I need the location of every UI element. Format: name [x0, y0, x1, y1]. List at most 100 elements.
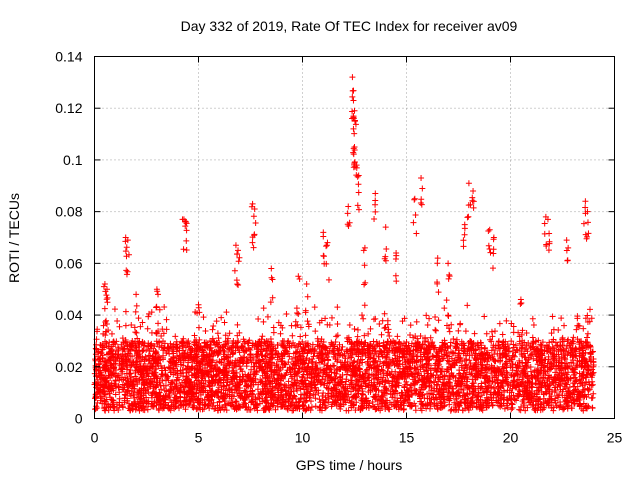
data-point [580, 325, 587, 332]
data-point [508, 401, 515, 408]
data-point [426, 315, 433, 322]
data-point [160, 330, 167, 337]
data-point [319, 392, 326, 399]
data-point [386, 399, 393, 406]
data-point [333, 333, 340, 340]
data-point [423, 312, 430, 319]
data-point [312, 403, 319, 410]
data-point [432, 314, 439, 321]
data-point [530, 321, 537, 328]
data-point [446, 328, 453, 335]
data-point [221, 319, 228, 326]
data-point [307, 398, 314, 405]
data-point [510, 341, 517, 348]
data-point [260, 305, 267, 312]
data-point [562, 380, 569, 387]
data-point [412, 402, 419, 409]
data-point [478, 380, 485, 387]
data-point [223, 309, 230, 316]
data-point [590, 390, 597, 397]
data-point [361, 332, 368, 339]
data-point [297, 333, 304, 340]
data-point [435, 317, 442, 324]
data-point [376, 320, 383, 327]
data-point [558, 315, 565, 322]
data-point [424, 322, 431, 329]
data-point [325, 357, 332, 364]
data-point [471, 330, 478, 337]
data-point [499, 331, 506, 338]
data-point [468, 370, 475, 377]
data-point [358, 312, 365, 319]
data-point [477, 339, 484, 346]
data-point [108, 330, 115, 337]
data-point [209, 326, 216, 333]
data-point [361, 343, 368, 350]
data-point [283, 311, 290, 318]
data-point [462, 328, 469, 335]
data-point [432, 327, 439, 334]
data-point [259, 333, 266, 340]
data-point [508, 338, 515, 345]
data-point [213, 318, 220, 325]
data-point [278, 373, 285, 380]
data-point [529, 334, 536, 341]
data-point [191, 332, 198, 339]
data-point [143, 346, 150, 353]
data-point [351, 325, 358, 332]
data-point [464, 302, 471, 309]
data-point [200, 314, 207, 321]
data-point [270, 329, 277, 336]
data-point [260, 318, 267, 325]
data-point [546, 339, 553, 346]
data-point [264, 313, 271, 320]
data-point [360, 391, 367, 398]
data-point [318, 338, 325, 345]
data-point [239, 360, 246, 367]
data-point [508, 389, 515, 396]
data-point [289, 332, 296, 339]
data-point [139, 319, 146, 326]
data-point [441, 305, 448, 312]
data-point [474, 353, 481, 360]
data-point [137, 323, 144, 330]
data-point [386, 333, 393, 340]
data-point [161, 405, 168, 412]
data-point [432, 326, 439, 333]
data-point [114, 318, 121, 325]
data-point [381, 310, 388, 317]
data-point [290, 339, 297, 346]
data-point [223, 407, 230, 414]
data-point [565, 336, 572, 343]
data-point [379, 317, 386, 324]
data-point [302, 332, 309, 339]
data-point [367, 325, 374, 332]
data-point [527, 368, 534, 375]
data-point [285, 378, 292, 385]
data-point [488, 328, 495, 335]
data-point [287, 385, 294, 392]
data-point [354, 326, 361, 333]
data-point [586, 306, 593, 313]
data-point [172, 333, 179, 340]
data-point [582, 315, 589, 322]
data-point [584, 330, 591, 337]
data-point [483, 330, 490, 337]
data-point [377, 358, 384, 365]
data-point [372, 315, 379, 322]
data-point [334, 321, 341, 328]
data-point [445, 313, 452, 320]
data-point [588, 315, 595, 322]
data-point [270, 324, 277, 331]
data-point [457, 320, 464, 327]
data-point [116, 323, 123, 330]
data-point [444, 312, 451, 319]
data-point [381, 325, 388, 332]
data-point [361, 302, 368, 309]
data-point [255, 316, 262, 323]
data-point [134, 394, 141, 401]
data-point [277, 330, 284, 337]
data-point [243, 363, 250, 370]
data-point [128, 321, 135, 328]
